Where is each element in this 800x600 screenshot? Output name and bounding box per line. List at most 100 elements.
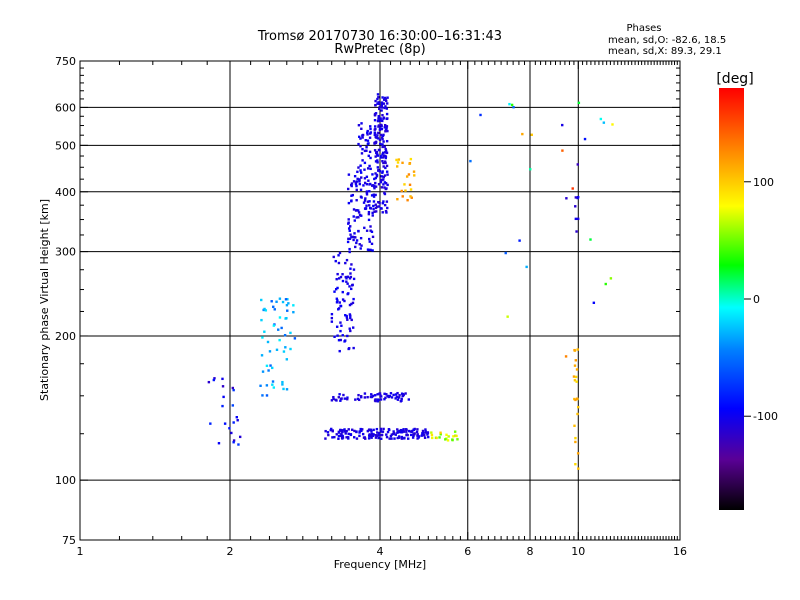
data-point [376,97,379,101]
data-point [400,431,403,434]
y-tick-label: 75 [62,534,76,547]
data-point [324,437,327,440]
data-point [453,430,457,433]
data-point [348,327,351,330]
data-point [376,154,380,157]
data-point [380,430,383,433]
data-point [378,105,381,109]
data-point [352,277,356,281]
data-point [366,167,370,170]
data-point [388,437,391,440]
data-point [375,205,379,208]
data-point [378,138,382,141]
data-point [343,340,346,343]
data-point [510,103,514,107]
data-point [338,349,341,353]
data-point [327,433,330,437]
data-point [337,261,341,265]
data-point [374,206,378,210]
data-point [565,197,568,200]
x-tick-label: 6 [464,545,471,558]
y-axis-label: Stationary phase Virtual Height [km] [38,199,51,401]
data-point [421,431,425,435]
x-tick-label: 1 [77,545,84,558]
data-point [401,195,404,198]
data-point [374,436,378,439]
data-point [278,316,282,319]
data-point [331,430,334,433]
data-point [359,188,363,192]
data-point [385,107,389,110]
data-point [349,433,353,436]
data-point [369,225,372,228]
data-point [397,435,401,438]
data-point [359,395,363,398]
data-point [345,280,348,283]
data-point [362,184,365,187]
data-point [370,433,373,437]
data-point [397,158,401,161]
data-point [330,399,334,402]
data-point [424,428,427,431]
data-point [363,396,367,399]
data-point [376,393,379,396]
data-point [286,309,289,312]
data-point [574,398,577,402]
data-point [347,237,350,241]
data-point [360,152,364,155]
data-point [367,212,371,216]
data-point [271,380,275,383]
data-point [377,115,380,118]
data-point [370,393,373,396]
data-point [451,438,454,441]
data-point [359,427,362,431]
data-point [385,151,389,154]
data-point [366,200,370,203]
data-point [409,157,413,161]
data-point [435,436,438,440]
data-point [576,163,579,166]
data-point [372,200,376,203]
data-point [367,210,371,214]
data-point [339,329,342,333]
data-point [599,117,603,121]
data-point [356,397,360,401]
data-point [385,125,389,128]
data-point [333,290,336,293]
data-point [355,184,358,188]
data-point [384,128,388,132]
data-point [376,400,380,403]
data-point [385,112,389,116]
data-point [396,161,400,164]
data-point [378,201,381,205]
data-point [272,305,275,309]
data-point [355,239,359,242]
data-point [340,397,343,400]
data-point [334,287,338,291]
data-point [376,161,379,164]
data-point [426,431,430,434]
data-point [371,214,374,217]
data-point [379,127,382,130]
data-point [358,135,361,139]
data-point [379,207,382,210]
data-point [409,195,412,198]
data-point [343,428,346,431]
data-point [410,196,413,199]
data-point [348,313,352,316]
data-point [382,183,385,186]
data-point [416,434,419,437]
data-point [372,195,376,198]
data-point [289,347,292,351]
data-point [390,437,393,440]
data-point [383,181,387,184]
data-point [272,324,276,327]
data-point [271,383,274,386]
data-point [575,230,578,233]
data-point [336,299,339,302]
data-point [217,442,221,445]
data-point [346,436,350,439]
data-point [382,427,385,431]
data-point [376,431,379,434]
data-point [368,183,371,186]
